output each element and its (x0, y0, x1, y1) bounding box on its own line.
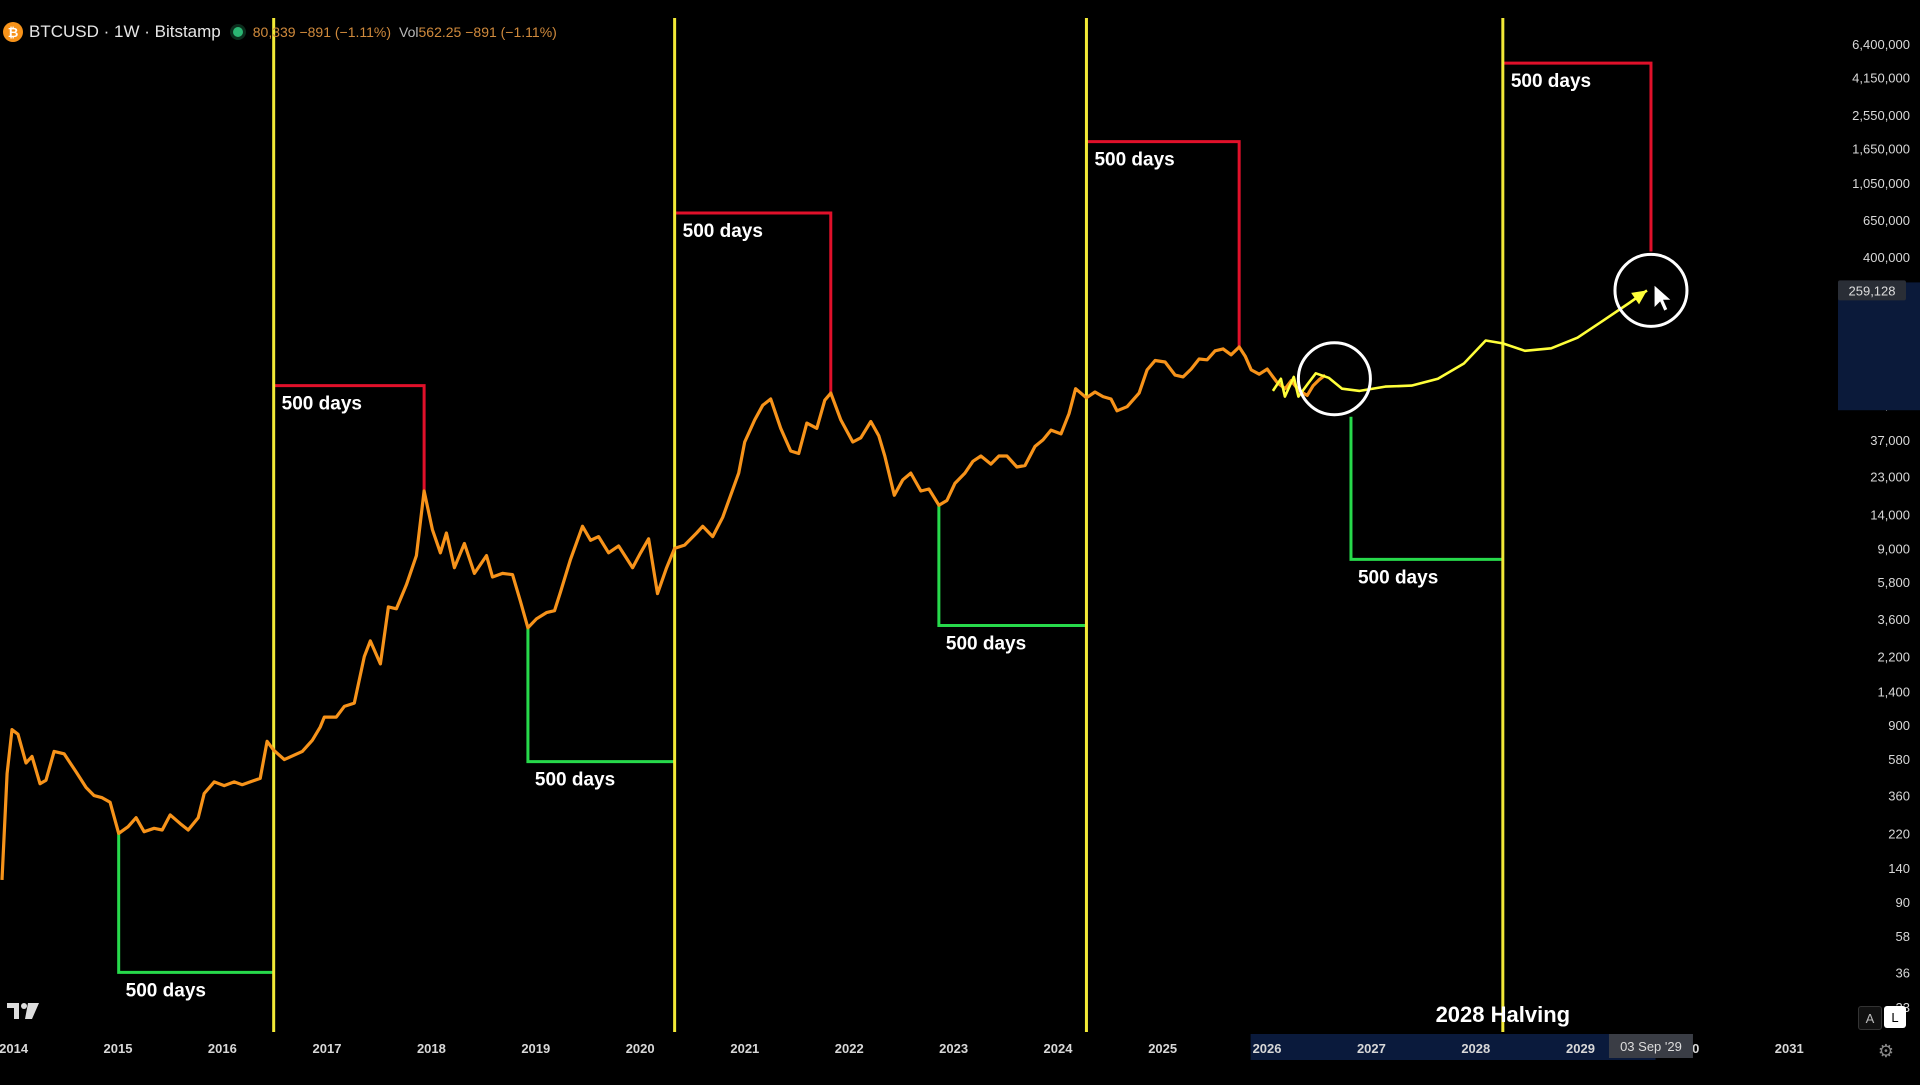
time-tick-label: 2023 (939, 1041, 968, 1056)
tradingview-logo-icon (7, 1003, 39, 1019)
price-tick-label: 90 (1896, 895, 1910, 910)
time-tick-label: 2025 (1148, 1041, 1177, 1056)
green-bracket-line (117, 833, 274, 974)
bracket-label: 500 days (535, 770, 615, 791)
price-tick-label: 1,050,000 (1852, 176, 1910, 191)
price-tick-label: 140 (1888, 861, 1910, 876)
price-tick-label: 3,600 (1877, 612, 1910, 627)
price-tick-label: 220 (1888, 826, 1910, 841)
bitcoin-icon: ₿ (3, 22, 23, 42)
price-tick-label: 9,000 (1877, 541, 1910, 556)
volume-value: 562.25 −891 (−1.11%) (418, 24, 557, 40)
btc-price-line (0, 345, 1327, 880)
bracket-label: 500 days (1358, 567, 1438, 588)
price-tick-label: 650,000 (1863, 213, 1910, 228)
low-to-halving-bracket: 500 days (937, 505, 1087, 654)
price-tick-label: 5,800 (1877, 575, 1910, 590)
time-axis[interactable]: 2014 2015 2016 2017 2018 2019 2020 2021 2022 2023… (0, 1034, 1804, 1060)
red-bracket-line (674, 211, 833, 394)
price-tick-label: 2,550,000 (1852, 108, 1910, 123)
last-quote: 80,339 −891 (−1.11%) (252, 24, 392, 40)
price-tick-label: 4,150,000 (1852, 70, 1910, 85)
price-marker-box (1838, 280, 1906, 301)
projection-line (1271, 289, 1648, 398)
gear-icon[interactable]: ⚙ (1877, 1041, 1895, 1061)
price-tick-label: 2,200 (1877, 650, 1910, 665)
bracket-label: 500 days (1511, 71, 1591, 92)
crosshair-date-label: 03 Sep '29 (1620, 1039, 1682, 1054)
halving-annotation: 2028 Halving (1436, 1002, 1571, 1027)
time-tick-label: 2015 (104, 1041, 133, 1056)
price-tick-label: 1,650,000 (1852, 141, 1910, 156)
price-marker-label: 259,128 (1849, 283, 1896, 298)
bracket-label: 500 days (126, 980, 206, 1001)
price-tick-label: 400,000 (1863, 250, 1910, 265)
time-tick-label: 2017 (313, 1041, 342, 1056)
symbol-title[interactable]: BTCUSD · 1W · Bitstamp (29, 22, 221, 41)
red-bracket-line (1502, 61, 1653, 252)
bracket-label: 500 days (282, 394, 362, 415)
cursor-icon (1653, 283, 1674, 313)
price-tick-label: 23,000 (1870, 469, 1910, 484)
volume-label: Vol (399, 24, 419, 40)
time-tick-label: 2026 (1253, 1041, 1282, 1056)
time-tick-label: 2027 (1357, 1041, 1386, 1056)
price-range-band (1838, 282, 1920, 411)
market-status-dot (232, 27, 243, 37)
halving-to-high-bracket: 500 days (273, 384, 426, 492)
log-scale-button[interactable]: L (1884, 1006, 1906, 1028)
projection-arrowhead (1631, 290, 1647, 305)
time-tick-label: 2016 (208, 1041, 237, 1056)
halving-lines (272, 18, 1505, 1032)
green-bracket-line (1349, 416, 1503, 561)
halving-to-high-bracket: 500 days (674, 211, 833, 394)
time-tick-label: 2028 (1461, 1041, 1490, 1056)
red-bracket-line (1086, 140, 1241, 348)
red-bracket-line (273, 384, 426, 492)
green-bracket-line (937, 505, 1087, 627)
price-tick-label: 900 (1888, 718, 1910, 733)
time-tick-label: 2019 (521, 1041, 550, 1056)
price-tick-label: 1,400 (1877, 684, 1910, 699)
cycle-brackets: 500 days 500 days 500 days 500 days 500 days… (117, 61, 1653, 1001)
halving-to-high-bracket: 500 days (1086, 140, 1241, 348)
time-tick-label: 2024 (1044, 1041, 1074, 1056)
time-tick-label: 2031 (1775, 1041, 1804, 1056)
highlight-circle (1296, 341, 1372, 417)
low-to-halving-bracket: 500 days (117, 833, 274, 1001)
time-tick-label: 2021 (730, 1041, 759, 1056)
bracket-label: 500 days (1094, 150, 1174, 171)
symbol-header: ₿ BTCUSD · 1W · Bitstamp 80,339 −891 (−1… (0, 18, 557, 46)
price-tick-label: 360 (1888, 789, 1910, 804)
low-to-halving-bracket: 500 days (526, 627, 675, 791)
time-tick-label: 2022 (835, 1041, 864, 1056)
time-tick-label: 2020 (626, 1041, 655, 1056)
price-tick-label: 580 (1888, 752, 1910, 767)
circle-markers (1296, 252, 1689, 417)
price-tick-label: 37,000 (1870, 433, 1910, 448)
time-tick-label: 2014 (0, 1041, 29, 1056)
crosshair-date-box (1608, 1034, 1693, 1058)
bracket-label: 500 days (946, 633, 1026, 654)
overlays: 2028 Halving (1436, 1002, 1571, 1027)
price-tick-label: 14,000 (1870, 507, 1910, 522)
series-lines (0, 289, 1648, 880)
halving-to-high-bracket: 500 days (1502, 61, 1653, 252)
time-range-band (1250, 1034, 1656, 1060)
price-tick-label: 6,400,000 (1852, 37, 1910, 52)
low-to-halving-bracket: 500 days (1349, 416, 1503, 588)
bracket-label: 500 days (683, 221, 763, 242)
price-tick-label: 58 (1896, 929, 1910, 944)
time-tick-label: 2018 (417, 1041, 446, 1056)
time-tick-label: 2029 (1566, 1041, 1595, 1056)
price-tick-label: 36 (1896, 965, 1910, 980)
auto-scale-button[interactable]: A (1858, 1006, 1882, 1030)
price-axis[interactable]: 6,400,000 4,150,000 2,550,000 1,650,000 1,05… (1838, 37, 1920, 1015)
highlight-circle (1613, 252, 1689, 328)
green-bracket-line (526, 627, 675, 764)
